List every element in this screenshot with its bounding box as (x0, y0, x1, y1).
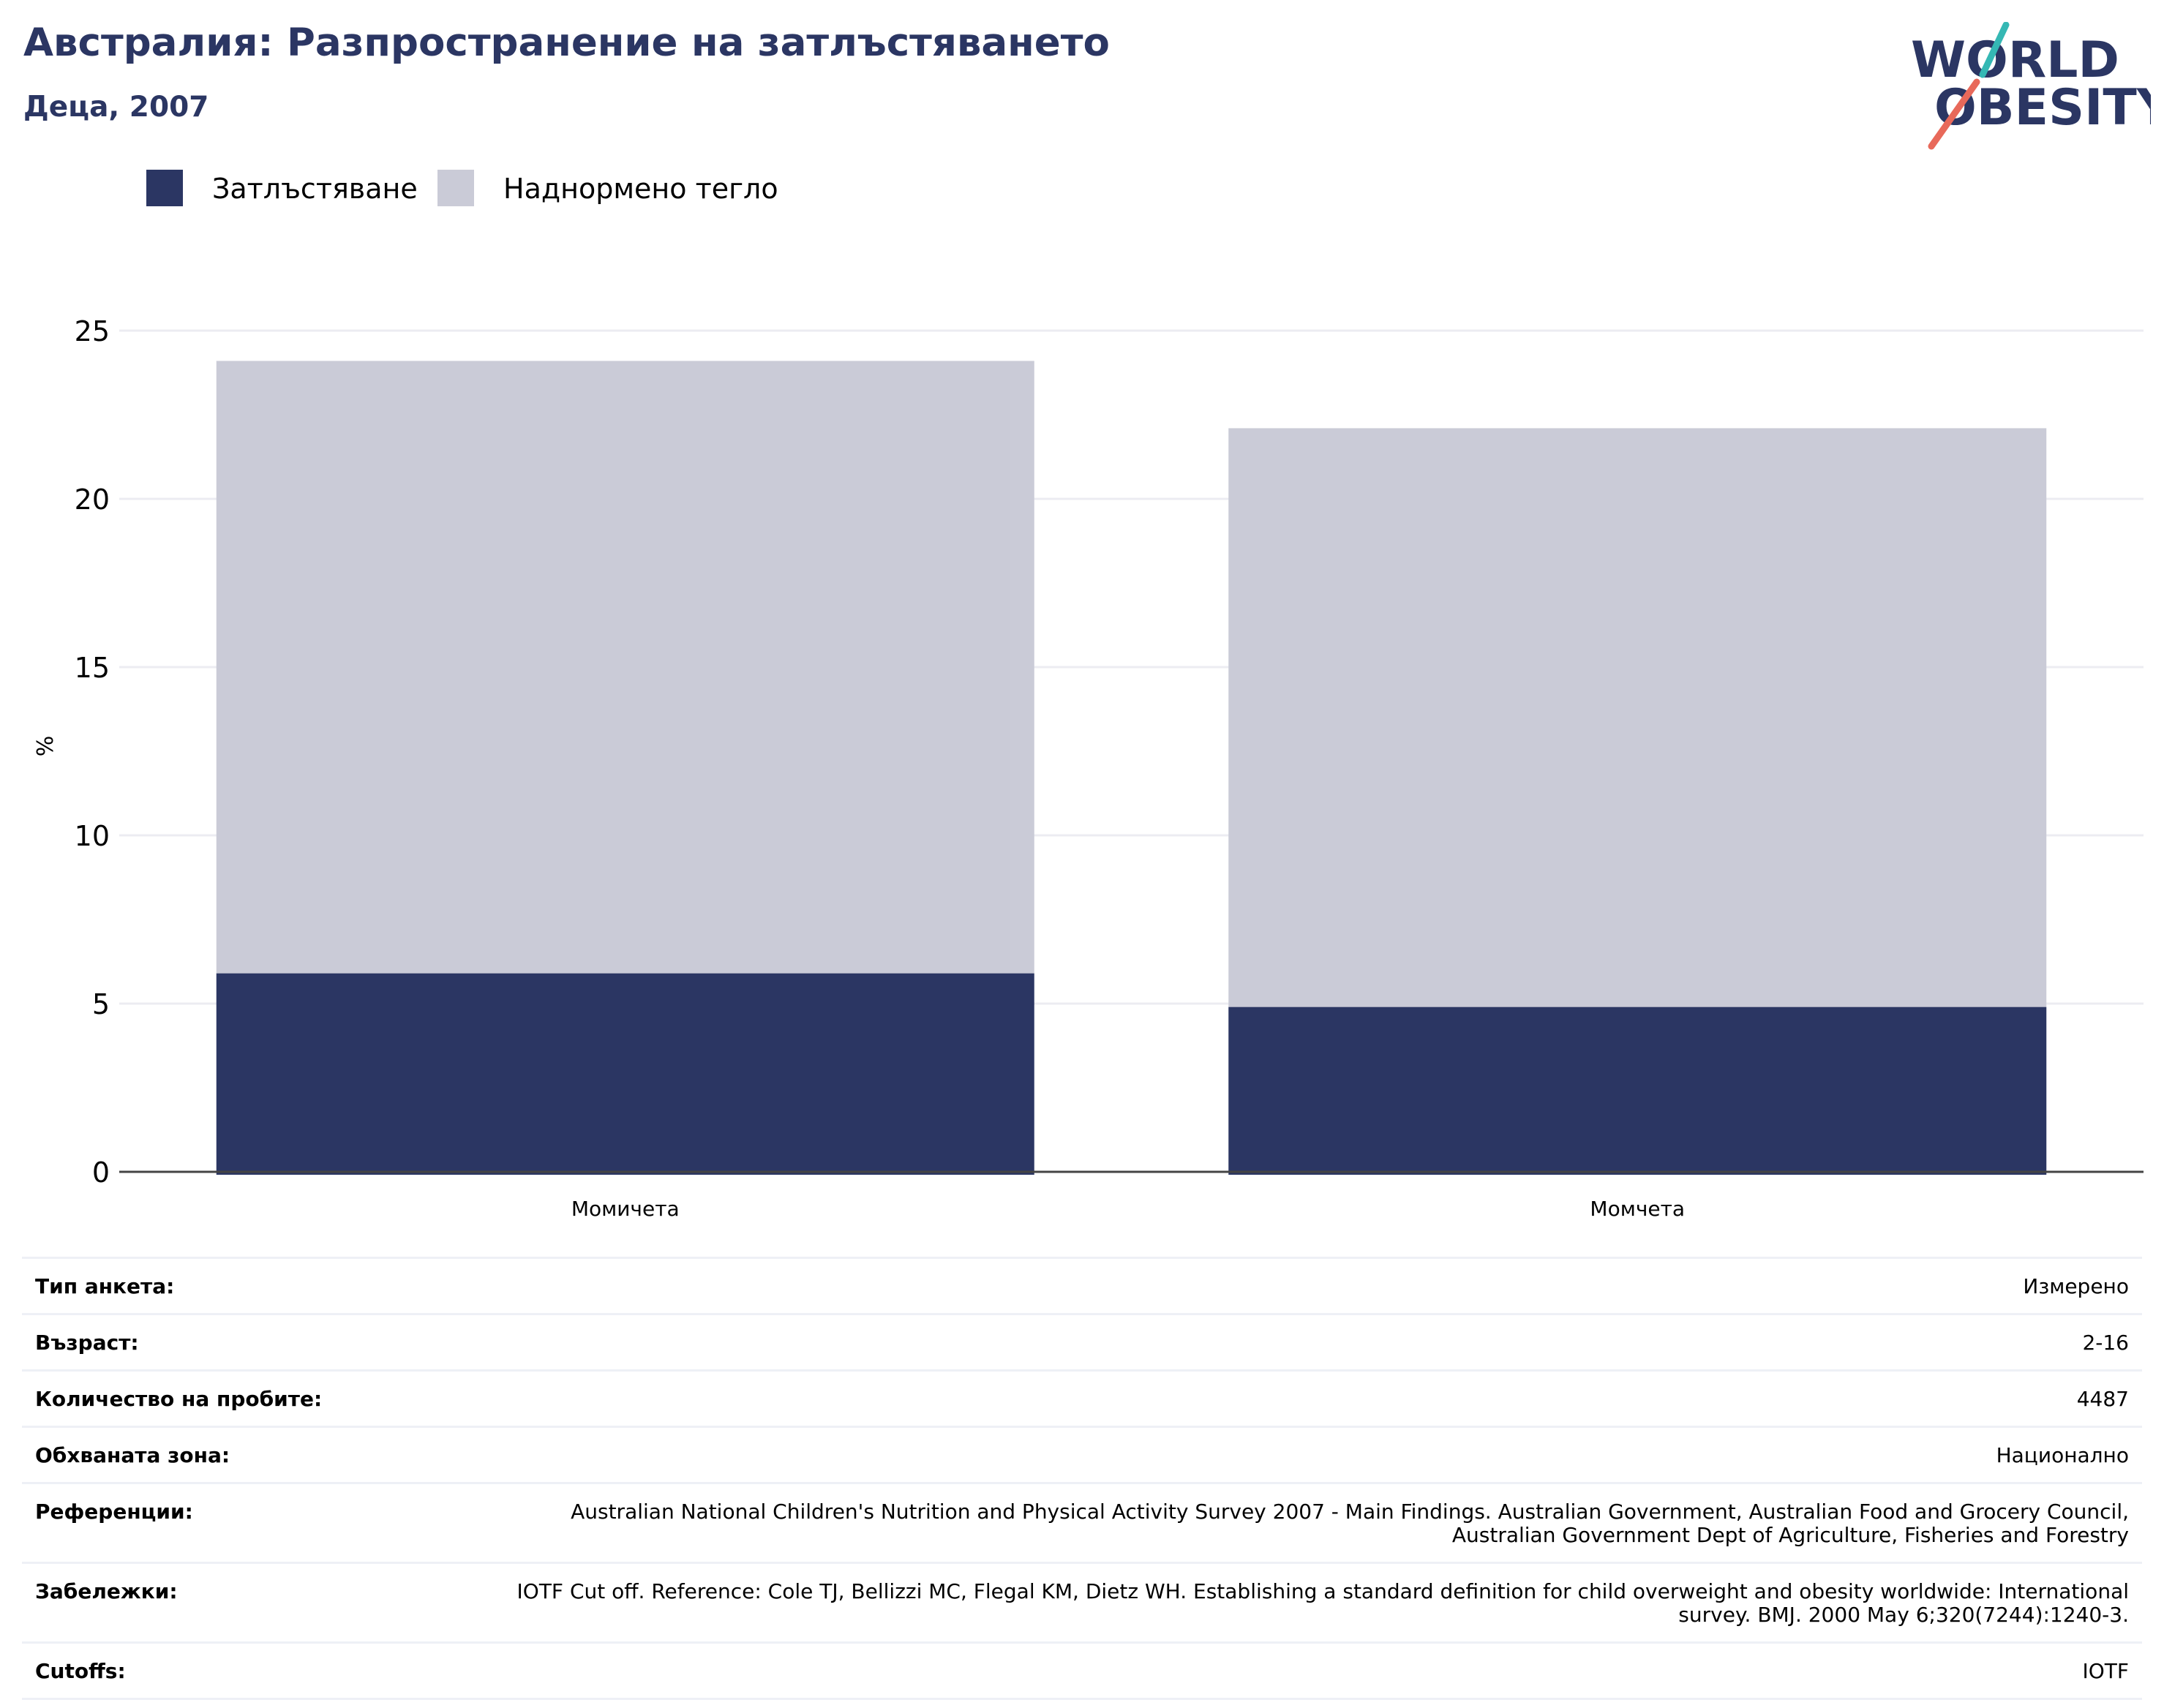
axes: 0 5 10 15 20 25 Момичета Момчета (75, 315, 2144, 1221)
logo-text-world: WORLD (1911, 31, 2119, 89)
info-label: Възраст: (35, 1331, 139, 1355)
info-value: Измерено (2023, 1274, 2129, 1298)
info-row-references: Референции: Australian National Children… (22, 1484, 2142, 1564)
page-title: Австралия: Разпространение на затлъстява… (23, 20, 1110, 65)
bar-obesity-0[interactable] (216, 973, 1034, 1175)
info-value: Национално (1996, 1443, 2129, 1467)
legend-label-obesity: Затлъстяване (212, 173, 418, 205)
info-table: Тип анкета: Измерено Възраст: 2-16 Колич… (22, 1257, 2142, 1700)
page-subtitle: Деца, 2007 (23, 91, 209, 124)
info-label: Референции: (35, 1500, 193, 1524)
logo-text-obesity: OBESITY (1934, 79, 2151, 137)
y-tick-label: 10 (75, 820, 110, 852)
y-tick-label: 20 (75, 484, 110, 516)
bars (216, 361, 2047, 1175)
bar-overweight-1[interactable] (1228, 428, 2047, 1007)
bar-obesity-1[interactable] (1228, 1007, 2047, 1175)
info-row-cutoffs: Cutoffs: IOTF (22, 1644, 2142, 1700)
x-tick-label: Момчета (1590, 1197, 1685, 1221)
legend-swatch-overweight (437, 170, 474, 206)
y-axis-title: % (33, 736, 59, 757)
info-label: Cutoffs: (35, 1659, 126, 1683)
info-row-coverage: Обхваната зона: Национално (22, 1428, 2142, 1484)
bar-chart: 0 5 10 15 20 25 Момичета Момчета % (33, 315, 2144, 1221)
world-obesity-logo: WORLD OBESITY (1911, 22, 2151, 150)
legend-label-overweight: Наднормено тегло (503, 173, 778, 205)
logo-slash-coral (1928, 78, 1980, 150)
info-value: 2-16 (2082, 1331, 2129, 1355)
info-value: Australian National Children's Nutrition… (571, 1500, 2129, 1547)
info-row-notes: Забележки: IOTF Cut off. Reference: Cole… (22, 1564, 2142, 1644)
info-label: Тип анкета: (35, 1274, 175, 1298)
info-label: Обхваната зона: (35, 1443, 230, 1467)
info-label: Забележки: (35, 1579, 178, 1603)
bar-overweight-0[interactable] (216, 361, 1034, 974)
info-row-survey-type: Тип анкета: Измерено (22, 1259, 2142, 1315)
info-value: 4487 (2076, 1387, 2129, 1411)
y-tick-label: 25 (75, 315, 110, 347)
y-tick-label: 5 (92, 988, 110, 1020)
info-label: Количество на пробите: (35, 1387, 323, 1411)
info-row-sample-size: Количество на пробите: 4487 (22, 1372, 2142, 1428)
y-tick-label: 15 (75, 652, 110, 684)
x-tick-label: Момичета (571, 1197, 680, 1221)
logo-slash-teal (1979, 22, 2010, 78)
info-value: IOTF Cut off. Reference: Cole TJ, Belliz… (516, 1579, 2129, 1627)
info-row-age: Възраст: 2-16 (22, 1315, 2142, 1372)
info-value: IOTF (2082, 1659, 2129, 1683)
legend-swatch-obesity (146, 170, 183, 206)
y-tick-label: 0 (92, 1156, 110, 1189)
